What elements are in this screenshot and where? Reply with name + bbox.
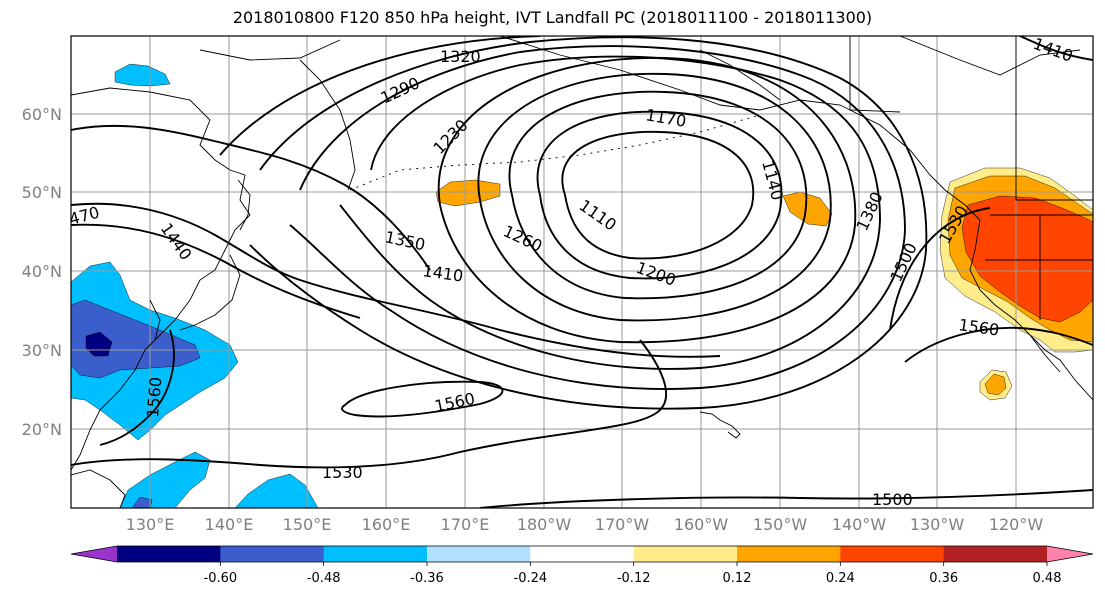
lat-labels: 60°N 50°N 40°N 30°N 20°N [22, 105, 62, 439]
colorbar-tick-label: 0.24 [826, 571, 855, 586]
colorbar-tick-label: 0.12 [723, 571, 752, 586]
lon-label: 160°E [362, 515, 411, 534]
lon-labels: 130°E 140°E 150°E 160°E 170°E 180°W 170°… [126, 515, 1044, 534]
contour-label: 1560 [143, 376, 165, 418]
colorbar-box [117, 546, 221, 562]
colorbar-box [943, 546, 1048, 562]
shade-central-pos-1 [435, 179, 501, 207]
colorbar-tick-label: 0.36 [929, 571, 958, 586]
height-contours [71, 36, 1093, 508]
lat-label: 60°N [22, 105, 62, 124]
contour-label: 1320 [440, 47, 481, 66]
lon-label: 150°E [283, 515, 332, 534]
shade-south-mid-neg-1 [131, 496, 153, 508]
shade-east-mid-pos [961, 195, 1093, 323]
contour-label: 1530 [322, 463, 363, 482]
map-area [71, 36, 1093, 508]
lat-label: 50°N [22, 183, 62, 202]
shade-south-weak-neg-1 [119, 451, 211, 508]
contour-label: 1500 [872, 490, 913, 509]
lat-label: 20°N [22, 420, 62, 439]
colorbar-box [840, 546, 945, 562]
colorbar-tick-label: -0.60 [204, 571, 238, 586]
colorbar-tick-label: -0.36 [410, 571, 444, 586]
shade-south-weak-neg-2 [234, 473, 319, 508]
colorbar-box [530, 546, 635, 562]
lon-label: 130°W [910, 515, 965, 534]
colorbar-box [427, 546, 531, 562]
colorbar-extend-low [71, 546, 117, 562]
colorbar-box [220, 546, 325, 562]
shade-central-pos-2 [782, 191, 833, 227]
lon-label: 170°W [595, 515, 650, 534]
lat-label: 30°N [22, 341, 62, 360]
lon-label: 140°E [205, 515, 254, 534]
colorbar-box [737, 546, 841, 562]
lon-label: 130°E [126, 515, 175, 534]
lon-label: 150°W [753, 515, 808, 534]
lon-label: 170°E [441, 515, 490, 534]
colorbar-tick-label: 0.48 [1033, 571, 1062, 586]
colorbar-tick-label: -0.12 [617, 571, 651, 586]
colorbar: -0.60 -0.48 -0.36 -0.24 -0.12 0.12 0.24 0.36 0.4… [70, 545, 1094, 586]
colorbar-tick-label: -0.24 [514, 571, 548, 586]
colorbar-extend-high [1047, 546, 1093, 562]
map-border [70, 35, 1094, 509]
colorbar-outline [70, 545, 1094, 563]
lon-label: 140°W [832, 515, 887, 534]
shade-north-weak-neg [114, 63, 171, 87]
colorbar-tick-label: -0.48 [307, 571, 341, 586]
colorbar-box [633, 546, 738, 562]
lat-label: 40°N [22, 262, 62, 281]
shade-west-mid-neg [71, 299, 201, 379]
lon-label: 120°W [989, 515, 1044, 534]
colorbar-box [323, 546, 428, 562]
lon-label: 180°W [517, 515, 572, 534]
map-title: 2018010800 F120 850 hPa height, IVT Land… [232, 8, 873, 27]
lon-label: 160°W [674, 515, 729, 534]
ivt-shading [71, 63, 1093, 508]
coastlines [71, 36, 1093, 508]
shade-east-small-pos-inner [984, 373, 1007, 396]
